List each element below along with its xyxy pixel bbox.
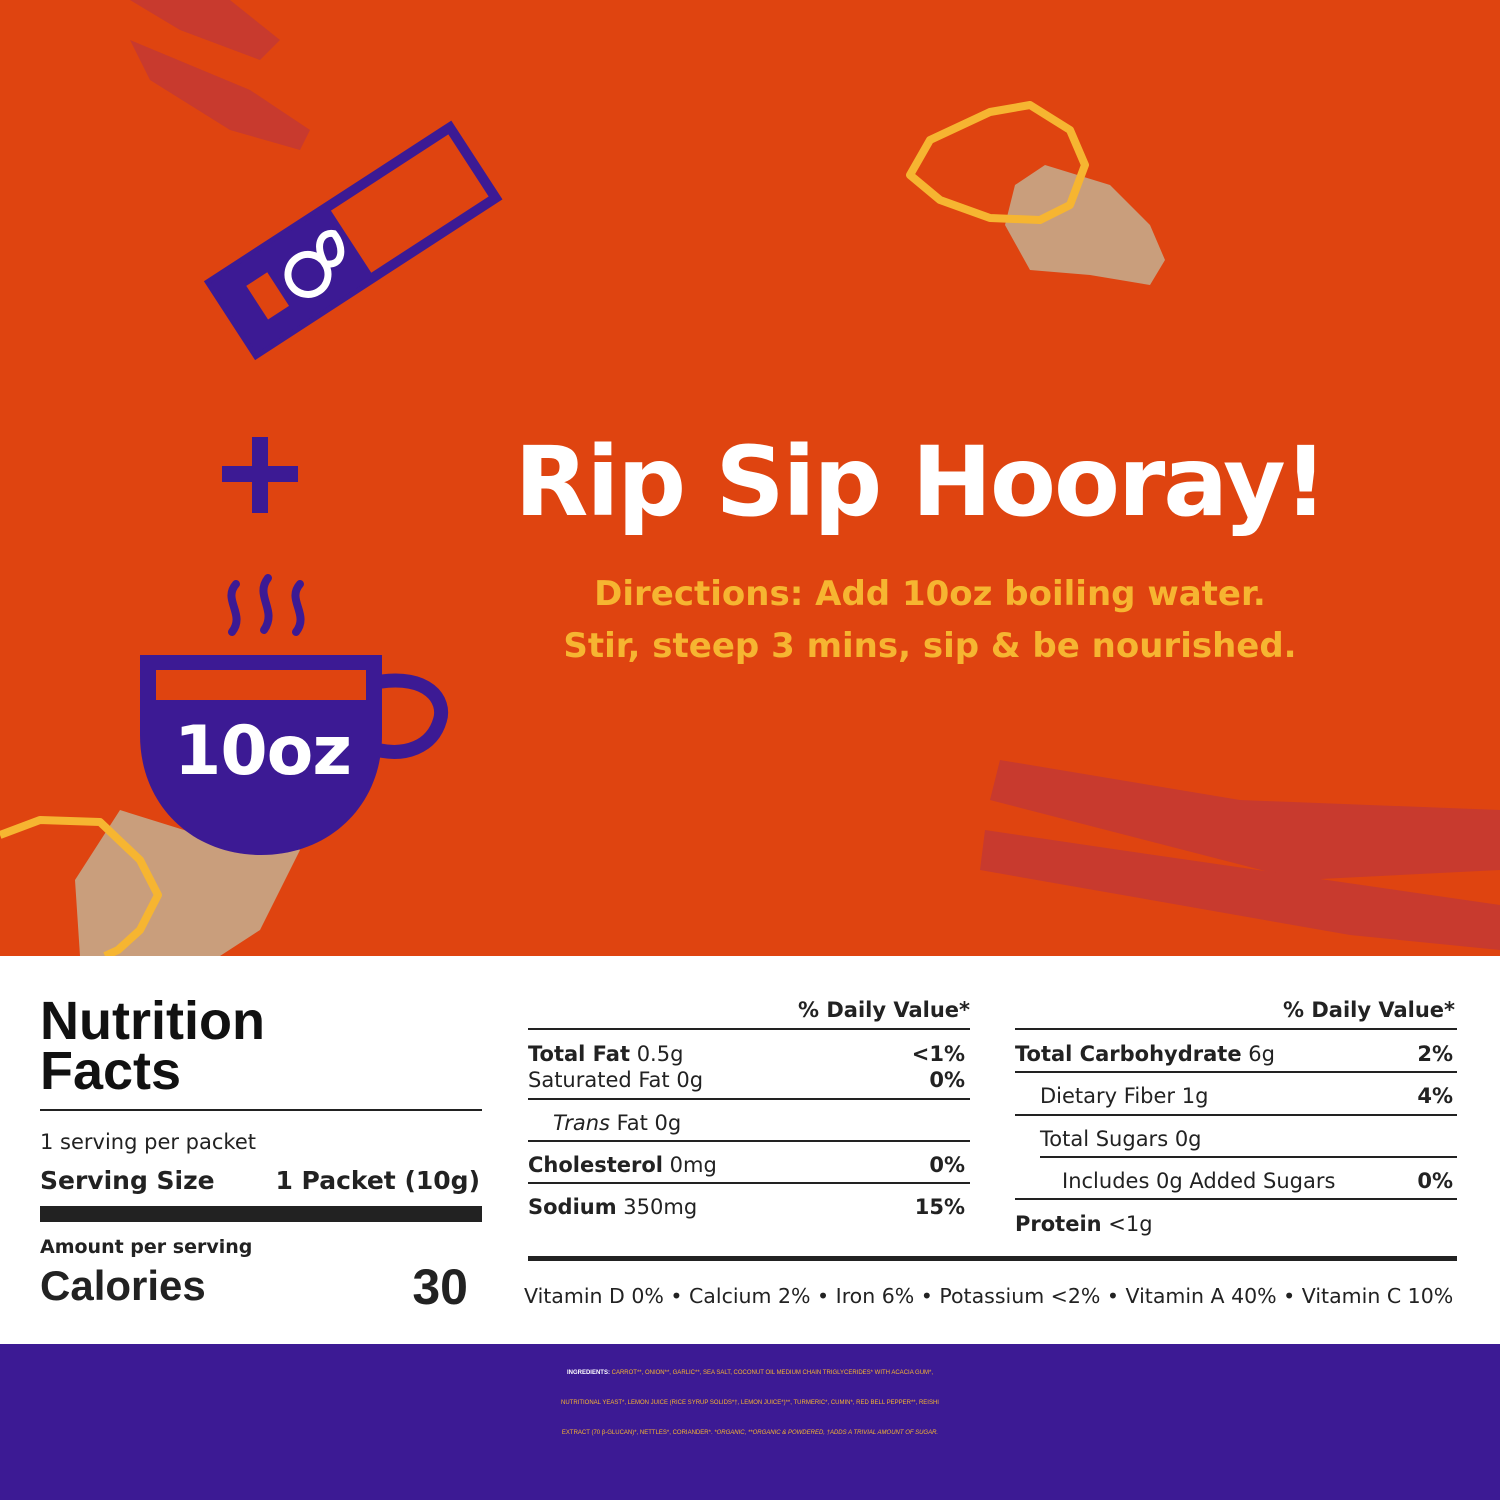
nutrient-total-fat: Total Fat 0.5g [528,1042,683,1066]
red-brush-stroke [130,40,310,150]
nutrient-amount: <1g [1101,1212,1153,1236]
nutrient-sodium: Sodium 350mg [528,1195,697,1219]
nutrient-saturated-fat: Saturated Fat 0g [528,1068,703,1092]
packet-icon [203,120,503,361]
nutrient-amount: Fat 0g [609,1111,682,1135]
divider [1015,1198,1457,1200]
hero-illustration [0,0,1500,956]
nutrient-name: Sodium [528,1195,617,1219]
ingredients-label: INGREDIENTS: [566,1370,610,1376]
calories-label: Calories [40,1262,206,1309]
red-brush-stroke [990,760,1500,880]
nutrient-name: Trans [553,1111,610,1135]
ingredients-line-2: NUTRITIONAL YEAST*, LEMON JUICE (RICE SY… [561,1400,939,1406]
nutrient-amount: 0mg [663,1153,717,1177]
ingredients-line-3: EXTRACT (70 β-GLUCAN)*, NETTLES*, CORIAN… [0,1430,1500,1436]
nutrient-amount: 0g [1168,1127,1202,1151]
ingredients-footnote: *ORGANIC, **ORGANIC & POWDERED, †ADDS A … [712,1430,939,1436]
hero-panel: Rip Sip Hooray! Directions: Add 10oz boi… [0,0,1500,956]
red-brush-stroke [980,830,1500,950]
nutrition-facts-title: Nutrition Facts [40,991,265,1101]
nutrition-facts-panel: Nutrition Facts 1 serving per packet Ser… [0,956,1500,1344]
nutrient-dv: 0% [929,1153,965,1177]
nutrient-total-sugars: Total Sugars 0g [1040,1127,1202,1151]
plus-icon [222,437,298,513]
divider [528,1028,970,1030]
nutrient-dv: <1% [911,1042,965,1066]
ingredients-text: CARROT**, ONION**, GARLIC**, SEA SALT, C… [609,1370,934,1376]
headline: Rip Sip Hooray! [514,426,1328,538]
red-brush-stroke [130,0,280,60]
yellow-outline-blob [0,816,162,956]
yellow-outline-blob [906,101,1089,224]
nutrient-cholesterol: Cholesterol 0mg [528,1153,717,1177]
nutrient-dv: 2% [1417,1042,1453,1066]
daily-value-header: % Daily Value* [1283,998,1455,1022]
nutrient-name: Cholesterol [528,1153,663,1177]
nutrient-total-carbohydrate: Total Carbohydrate 6g [1015,1042,1275,1066]
nutrient-protein: Protein <1g [1015,1212,1153,1236]
cup-size-label: 10oz [174,712,352,791]
nutrient-dv: 0% [1417,1169,1453,1193]
divider [40,1109,482,1111]
ingredients-line-1: INGREDIENTS: CARROT**, ONION**, GARLIC**… [0,1370,1500,1376]
nutrient-trans-fat: Trans Fat 0g [553,1111,681,1135]
divider [1015,1114,1457,1116]
nutrient-amount: 0g [669,1068,704,1092]
servings-per-container: 1 serving per packet [40,1130,256,1154]
nutrition-title-line-1: Nutrition [40,991,265,1051]
nutrient-added-sugars: Includes 0g Added Sugars [1062,1169,1335,1193]
thick-divider [40,1206,482,1222]
serving-size-value: 1 Packet (10g) [275,1166,480,1195]
serving-size-label: Serving Size [40,1166,215,1195]
leaf-logo-icon [284,229,345,298]
amount-per-serving: Amount per serving [40,1236,253,1258]
nutrient-amount: 6g [1241,1042,1275,1066]
nutrient-amount: 350mg [616,1195,698,1219]
nutrition-title-line-2: Facts [40,1041,182,1101]
calories-value: 30 [412,1259,468,1315]
nutrient-name: Total Fat [528,1042,631,1066]
steam-icon [227,574,305,636]
nutrient-name: Total Carbohydrate [1015,1042,1242,1066]
nutrient-dv: 15% [914,1195,965,1219]
nutrient-amount: 0.5g [630,1042,684,1066]
vitamins-line: Vitamin D 0% • Calcium 2% • Iron 6% • Po… [524,1284,1454,1308]
ingredients-panel: INGREDIENTS: CARROT**, ONION**, GARLIC**… [0,1344,1500,1500]
thick-divider [528,1256,1457,1261]
cup-icon [140,655,449,855]
ingredients-text: EXTRACT (70 β-GLUCAN)*, NETTLES*, CORIAN… [561,1430,713,1436]
nutrient-name: Dietary Fiber [1040,1084,1176,1108]
directions-line-1: Directions: Add 10oz boiling water. [594,574,1266,614]
divider [1015,1071,1457,1073]
divider [1015,1028,1457,1030]
nutrient-name: Total Sugars [1040,1127,1169,1151]
nutrient-name: Protein [1015,1212,1102,1236]
directions-line-2: Stir, steep 3 mins, sip & be nourished. [563,626,1297,666]
divider [528,1182,970,1184]
divider [1040,1156,1457,1158]
nutrient-dietary-fiber: Dietary Fiber 1g [1040,1084,1208,1108]
nutrient-dv: 4% [1417,1084,1453,1108]
divider [528,1098,970,1100]
nutrient-dv: 0% [929,1068,965,1092]
tan-blob [1005,165,1165,285]
nutrient-name: Includes 0g Added Sugars [1062,1169,1336,1193]
nutrient-amount: 1g [1175,1084,1209,1108]
divider [528,1140,970,1142]
nutrient-name: Saturated Fat [528,1068,670,1092]
daily-value-header: % Daily Value* [798,998,970,1022]
